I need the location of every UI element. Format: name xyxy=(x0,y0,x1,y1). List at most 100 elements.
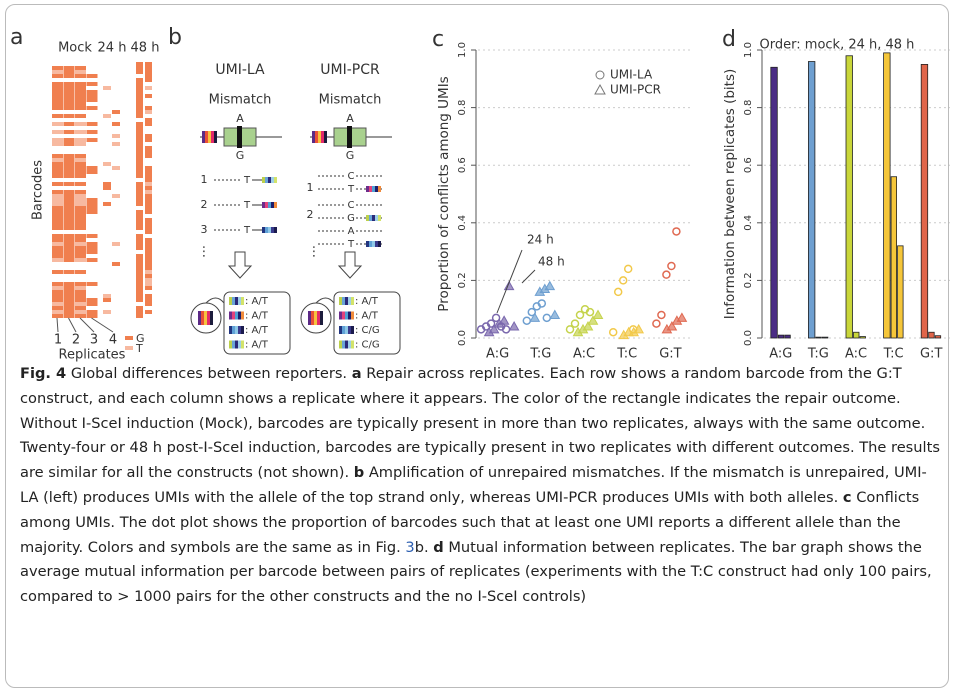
barcode xyxy=(268,202,271,208)
heatmap-cell xyxy=(136,294,143,298)
heatmap-cell xyxy=(136,158,143,162)
x-tick-label: T:G xyxy=(529,347,551,362)
heatmap-cell xyxy=(75,170,86,174)
heatmap-cell xyxy=(145,70,152,74)
heatmap-cell xyxy=(145,78,152,82)
heatmap-cell xyxy=(86,302,98,306)
bar xyxy=(897,245,904,339)
barcode xyxy=(339,326,342,334)
ellipsis: ⋮ xyxy=(308,245,321,260)
point xyxy=(623,264,633,274)
barcode xyxy=(268,227,271,233)
barcode xyxy=(262,227,265,233)
heatmap-cell xyxy=(136,110,143,114)
heatmap-cell xyxy=(136,238,143,242)
barcode xyxy=(204,311,207,325)
heatmap-cell xyxy=(86,242,98,246)
heatmap-cell xyxy=(52,310,63,314)
heatmap-cell xyxy=(63,250,75,254)
heatmap-cell xyxy=(75,270,86,274)
caption-text: Conflicts among UMIs. The dot plot shows… xyxy=(20,488,924,556)
heatmap-cell xyxy=(145,174,152,178)
heatmap-cell xyxy=(52,238,63,242)
heatmap-cell xyxy=(86,246,98,250)
barcode xyxy=(232,340,235,349)
heatmap-cell xyxy=(75,74,86,78)
heatmap-cell xyxy=(63,294,75,298)
panel-title: UMI-LA xyxy=(215,62,265,78)
heatmap-cell xyxy=(52,154,63,158)
heatmap-cell xyxy=(103,294,111,298)
heatmap-cell xyxy=(52,122,63,126)
heatmap-cell xyxy=(75,182,86,186)
heatmap-cell xyxy=(63,66,75,70)
barcode xyxy=(235,326,238,334)
heatmap-cell xyxy=(63,106,75,110)
heatmap-cell xyxy=(63,98,75,102)
heatmap-cell xyxy=(86,170,98,174)
heatmap-cell xyxy=(63,70,75,74)
figure-frame xyxy=(5,4,949,688)
heatmap-cell xyxy=(75,130,86,134)
barcode xyxy=(229,340,232,349)
heatmap-cell xyxy=(145,310,152,314)
y-tick-label: 0.6 xyxy=(457,157,468,173)
barcode xyxy=(314,311,317,325)
point xyxy=(486,319,496,328)
bar xyxy=(934,335,942,339)
heatmap-cell xyxy=(103,114,111,118)
heatmap-cell xyxy=(52,86,63,90)
outcome: : A/T xyxy=(245,325,269,336)
heatmap-cell xyxy=(63,222,75,226)
heatmap-cell xyxy=(136,122,143,126)
point xyxy=(608,327,618,337)
point xyxy=(585,307,595,317)
point xyxy=(582,320,594,331)
heatmap-cell xyxy=(63,202,75,206)
bar xyxy=(777,334,785,339)
heatmap-cell xyxy=(52,226,63,230)
bar xyxy=(928,331,935,339)
heatmap-cell xyxy=(136,86,143,90)
barcode xyxy=(342,311,345,320)
bar xyxy=(822,336,829,339)
heatmap-cell xyxy=(52,198,63,202)
heatmap-cell xyxy=(103,182,111,186)
barcode xyxy=(274,177,277,183)
heatmap-cell xyxy=(52,246,63,250)
heatmap-cell xyxy=(63,86,75,90)
heatmap-cell xyxy=(136,282,143,286)
heatmap-cell xyxy=(86,90,98,94)
barcode xyxy=(229,297,232,305)
barcode xyxy=(342,326,345,334)
heatmap-cell xyxy=(75,214,86,218)
outcome: : C/G xyxy=(355,340,380,351)
replicate-label: 4 xyxy=(109,333,117,348)
barcode xyxy=(366,215,369,221)
caption-link[interactable]: 3 xyxy=(405,538,415,556)
caption-text: Amplification of unrepaired mismatches. … xyxy=(20,464,927,506)
barcode xyxy=(265,202,268,208)
heatmap-cell xyxy=(63,174,75,178)
heatmap-cell xyxy=(52,114,63,118)
heatmap-cell xyxy=(75,294,86,298)
heatmap-cell xyxy=(52,94,63,98)
barcode xyxy=(202,131,205,143)
heatmap-cell xyxy=(112,134,120,138)
point xyxy=(565,325,575,334)
leader-line xyxy=(56,317,59,333)
heatmap-cell xyxy=(145,138,152,142)
point xyxy=(508,320,520,331)
heatmap-cell xyxy=(112,166,120,170)
heatmap-cell xyxy=(86,210,98,214)
barcode xyxy=(271,177,274,183)
heatmap-cell xyxy=(63,310,75,314)
heatmap-cell xyxy=(136,182,143,186)
heatmap-cell xyxy=(145,302,152,306)
heatmap-cell xyxy=(63,90,75,94)
point xyxy=(522,316,532,325)
heatmap-cell xyxy=(145,182,152,186)
point xyxy=(618,276,628,285)
